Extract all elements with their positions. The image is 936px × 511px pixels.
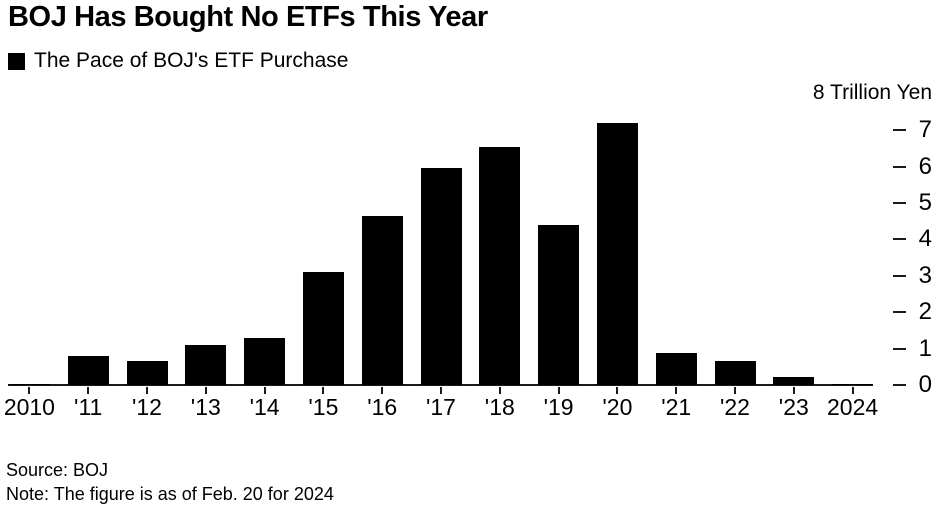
bar-22 <box>714 361 756 385</box>
bar-14 <box>244 337 286 385</box>
x-axis-label-16: '16 <box>367 394 398 420</box>
y-axis-label-2: 2 <box>918 298 932 326</box>
bar-15 <box>302 272 344 385</box>
y-tick-mark-2 <box>893 311 906 314</box>
bar-18 <box>479 146 521 385</box>
x-tick-13 <box>204 387 207 394</box>
x-axis-label-2010: 2010 <box>3 394 55 420</box>
x-tick-11 <box>87 387 90 394</box>
legend-label: The Pace of BOJ's ETF Purchase <box>34 49 349 72</box>
y-axis-label-4: 4 <box>918 225 932 253</box>
note-text: Note: The figure is as of Feb. 20 for 20… <box>6 484 334 504</box>
x-tick-2024 <box>851 387 854 394</box>
y-tick-mark-1 <box>893 347 906 350</box>
x-tick-18 <box>498 387 501 394</box>
bar-23 <box>773 376 815 385</box>
x-axis-label-18: '18 <box>484 394 515 420</box>
x-axis-label-20: '20 <box>602 394 633 420</box>
y-tick-mark-7 <box>893 129 906 132</box>
bar-20 <box>596 122 638 385</box>
x-tick-19 <box>557 387 560 394</box>
y-tick-mark-5 <box>893 202 906 204</box>
source-text: Source: BOJ <box>6 460 109 480</box>
y-axis-label-5: 5 <box>918 189 932 216</box>
x-axis-label-11: '11 <box>74 394 103 420</box>
bar-2024 <box>832 383 874 385</box>
x-axis-label-15: '15 <box>308 394 339 420</box>
x-axis-label-23: '23 <box>778 394 809 420</box>
x-tick-12 <box>146 387 148 394</box>
bar-2010 <box>8 383 50 385</box>
x-tick-2010 <box>28 387 31 394</box>
y-axis-label-3: 3 <box>918 261 932 289</box>
y-axis-label-6: 6 <box>918 152 932 180</box>
x-tick-20 <box>616 387 619 394</box>
y-tick-mark-3 <box>893 274 906 277</box>
bar-12 <box>126 361 168 385</box>
footer: Source: BOJ Note: The figure is as of Fe… <box>6 458 334 506</box>
x-tick-21 <box>675 387 678 394</box>
y-axis-label-7: 7 <box>918 116 932 144</box>
x-tick-14 <box>263 387 266 394</box>
x-tick-15 <box>322 387 325 394</box>
page-title: BOJ Has Bought No ETFs This Year <box>8 1 488 33</box>
x-tick-22 <box>734 387 736 394</box>
x-axis-label-19: '19 <box>543 394 574 420</box>
y-tick-mark-4 <box>893 238 906 241</box>
bar-16 <box>361 215 403 385</box>
y-axis-label-1: 1 <box>918 334 932 362</box>
y-tick-mark-6 <box>893 165 906 168</box>
x-axis-label-2024: 2024 <box>827 394 879 420</box>
x-axis-line <box>8 384 873 386</box>
x-tick-23 <box>792 387 795 394</box>
x-axis-label-22: '22 <box>720 394 750 420</box>
legend: The Pace of BOJ's ETF Purchase <box>8 49 348 73</box>
bar-11 <box>67 355 109 385</box>
legend-marker-icon <box>8 52 25 70</box>
bar-13 <box>185 344 227 385</box>
bar-19 <box>538 224 580 385</box>
x-axis-label-17: '17 <box>426 394 456 420</box>
x-tick-17 <box>440 387 442 394</box>
y-axis-label-0: 0 <box>918 371 932 398</box>
x-tick-16 <box>381 387 384 394</box>
y-axis-unit-label: 8 Trillion Yen <box>812 81 932 104</box>
x-axis-label-12: '12 <box>132 394 162 420</box>
bar-21 <box>655 352 697 385</box>
bar-17 <box>420 168 462 385</box>
x-axis-label-21: '21 <box>661 394 692 420</box>
x-axis-label-14: '14 <box>249 394 280 420</box>
y-tick-mark-0 <box>893 384 906 386</box>
x-axis-label-13: '13 <box>190 394 221 420</box>
